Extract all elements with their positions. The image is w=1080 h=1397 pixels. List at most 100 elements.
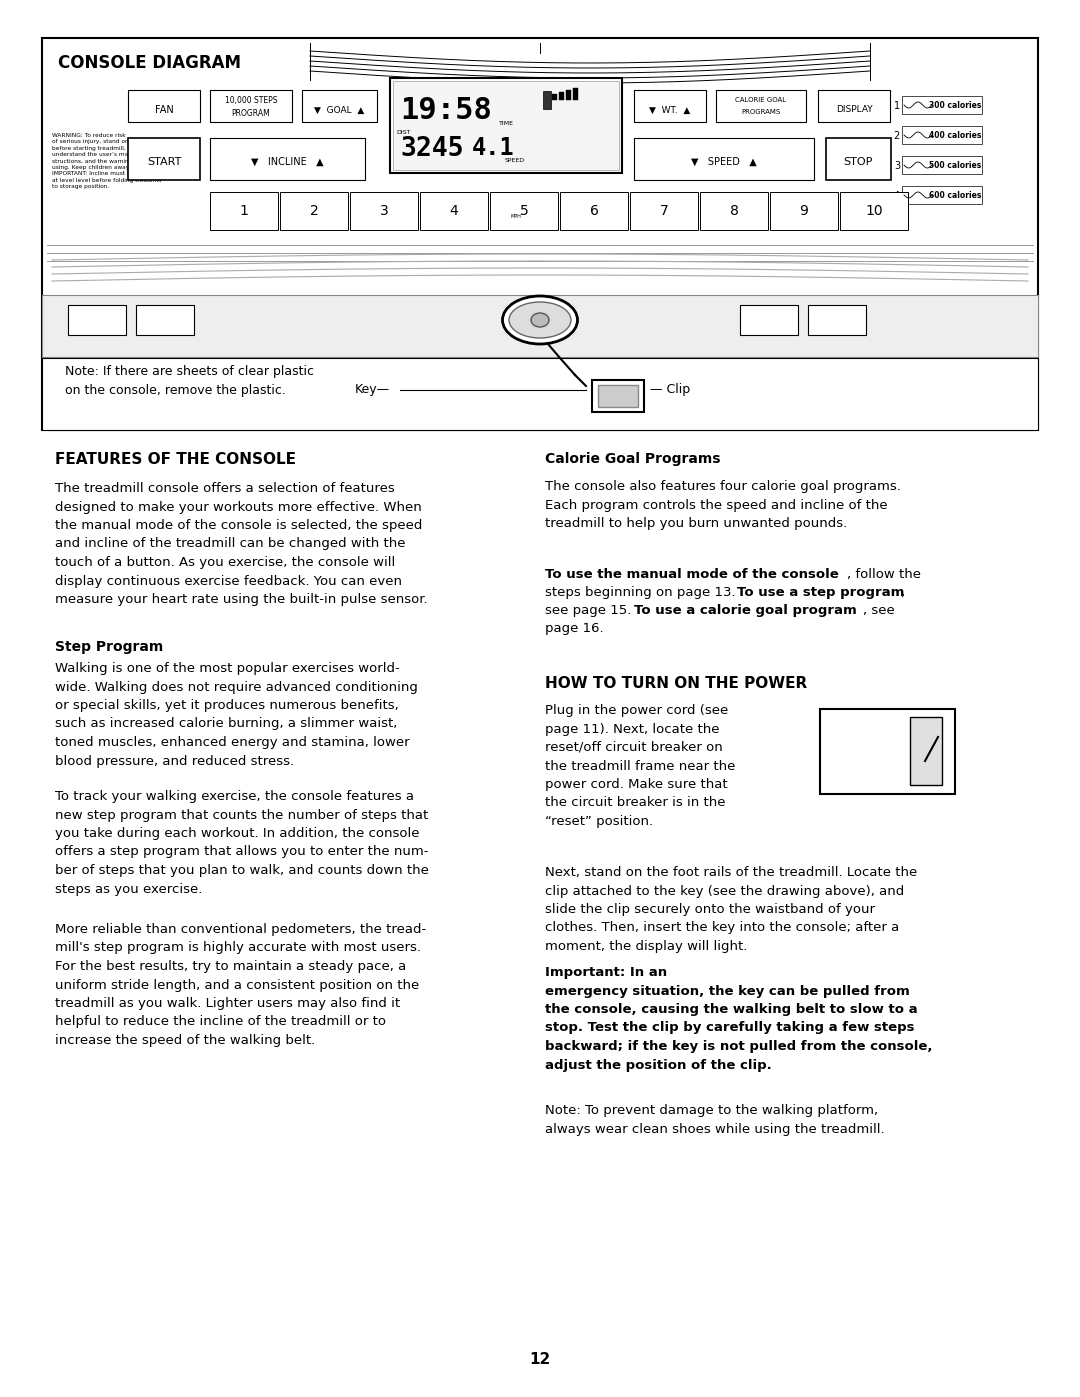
Text: TIME: TIME: [499, 122, 513, 126]
Bar: [390, 78, 622, 173]
Bar: [42, 295, 1038, 358]
Text: FEATURES OF THE CONSOLE: FEATURES OF THE CONSOLE: [55, 453, 296, 467]
Bar: [910, 717, 942, 785]
Text: Key—: Key—: [355, 384, 390, 397]
Bar: [210, 191, 278, 231]
Text: To use a calorie goal program: To use a calorie goal program: [634, 604, 856, 617]
Text: STOP: STOP: [843, 156, 873, 168]
Bar: [552, 94, 557, 101]
Bar: [490, 191, 558, 231]
Text: 500 calories: 500 calories: [929, 162, 981, 170]
Bar: [559, 92, 564, 101]
Text: , see: , see: [863, 604, 894, 617]
Text: To use the manual mode of the console: To use the manual mode of the console: [545, 569, 839, 581]
Bar: [543, 91, 551, 109]
Text: Reset: Reset: [858, 721, 893, 733]
Bar: [902, 156, 982, 175]
Bar: [210, 89, 292, 122]
Bar: [826, 138, 891, 180]
Text: PROGRAM: PROGRAM: [231, 109, 270, 117]
Text: 3245: 3245: [400, 136, 463, 162]
Text: 10: 10: [865, 204, 882, 218]
Text: 4: 4: [449, 204, 458, 218]
Bar: [68, 305, 126, 335]
Text: More reliable than conventional pedometers, the tread-
mill's step program is hi: More reliable than conventional pedomete…: [55, 923, 427, 1046]
Text: 300 calories: 300 calories: [929, 102, 982, 110]
Text: 9: 9: [799, 204, 809, 218]
Bar: [42, 38, 1038, 430]
Text: 5: 5: [519, 204, 528, 218]
Text: — Clip: — Clip: [650, 384, 690, 397]
Bar: [840, 191, 908, 231]
Bar: [634, 138, 814, 180]
Text: Step Program: Step Program: [55, 640, 163, 654]
Text: ▼   INCLINE   ▲: ▼ INCLINE ▲: [251, 156, 323, 168]
Text: 3: 3: [894, 161, 900, 170]
Text: 400 calories: 400 calories: [929, 131, 982, 141]
Bar: [902, 96, 982, 115]
Text: Note: To prevent damage to the walking platform,
always wear clean shoes while u: Note: To prevent damage to the walking p…: [545, 1104, 885, 1136]
Text: Calorie Goal Programs: Calorie Goal Programs: [545, 453, 720, 467]
Text: Plug in the power cord (see
page 11). Next, locate the
reset/off circuit breaker: Plug in the power cord (see page 11). Ne…: [545, 704, 735, 828]
Bar: [700, 191, 768, 231]
Bar: [420, 191, 488, 231]
Bar: [902, 186, 982, 204]
Bar: [592, 380, 644, 412]
Text: 4.1: 4.1: [472, 136, 515, 161]
Text: PROGRAMS: PROGRAMS: [741, 109, 781, 115]
Text: To use a step program: To use a step program: [737, 585, 904, 599]
Bar: [770, 191, 838, 231]
Bar: [350, 191, 418, 231]
Text: ▼  GOAL  ▲: ▼ GOAL ▲: [314, 106, 364, 115]
Text: steps beginning on page 13.: steps beginning on page 13.: [545, 585, 740, 599]
Bar: [561, 191, 627, 231]
Text: ▼  WT.  ▲: ▼ WT. ▲: [649, 106, 690, 115]
Bar: [129, 89, 200, 122]
Text: 600 calories: 600 calories: [929, 191, 982, 201]
Bar: [573, 88, 578, 101]
Bar: [210, 138, 365, 180]
Text: 12: 12: [529, 1352, 551, 1368]
Text: 7: 7: [660, 204, 669, 218]
Bar: [566, 89, 571, 101]
Bar: [302, 89, 377, 122]
Bar: [818, 89, 890, 122]
Text: HOW TO TURN ON THE POWER: HOW TO TURN ON THE POWER: [545, 676, 807, 692]
Bar: [630, 191, 698, 231]
Text: page 16.: page 16.: [545, 622, 604, 636]
Text: 4: 4: [894, 191, 900, 201]
Text: The treadmill console offers a selection of features
designed to make your worko: The treadmill console offers a selection…: [55, 482, 428, 606]
Text: 10,000 STEPS: 10,000 STEPS: [225, 95, 278, 105]
Text: 19:58: 19:58: [400, 96, 491, 124]
Text: 2: 2: [310, 204, 319, 218]
Text: SPEED: SPEED: [505, 158, 525, 163]
Bar: [902, 126, 982, 144]
Text: 6: 6: [590, 204, 598, 218]
Text: To track your walking exercise, the console features a
new step program that cou: To track your walking exercise, the cons…: [55, 789, 429, 895]
Text: 3: 3: [380, 204, 389, 218]
Text: Walking is one of the most popular exercises world-
wide. Walking does not requi: Walking is one of the most popular exerc…: [55, 662, 418, 767]
Text: CALORIE GOAL: CALORIE GOAL: [735, 96, 786, 103]
Bar: [545, 96, 550, 101]
Bar: [740, 305, 798, 335]
Bar: [716, 89, 806, 122]
Bar: [129, 138, 200, 180]
Text: ▼   SPEED   ▲: ▼ SPEED ▲: [691, 156, 757, 168]
Text: The console also features four calorie goal programs.
Each program controls the : The console also features four calorie g…: [545, 481, 901, 529]
Bar: [136, 305, 194, 335]
Bar: [42, 358, 1038, 430]
Text: see page 15.: see page 15.: [545, 604, 636, 617]
Text: 1: 1: [240, 204, 248, 218]
Text: ,: ,: [900, 585, 904, 599]
Text: DISPLAY: DISPLAY: [836, 106, 873, 115]
Ellipse shape: [509, 302, 571, 338]
Bar: [280, 191, 348, 231]
Text: Next, stand on the foot rails of the treadmill. Locate the
clip attached to the : Next, stand on the foot rails of the tre…: [545, 866, 917, 953]
Bar: [634, 89, 706, 122]
Ellipse shape: [502, 296, 578, 344]
Bar: [820, 710, 955, 793]
Text: WARNING: To reduce risk
of serious injury, stand on foot rails
before starting t: WARNING: To reduce risk of serious injur…: [52, 133, 161, 189]
Text: Note: If there are sheets of clear plastic
on the console, remove the plastic.: Note: If there are sheets of clear plast…: [65, 365, 314, 397]
Bar: [598, 386, 638, 407]
Text: CONSOLE DIAGRAM: CONSOLE DIAGRAM: [58, 54, 241, 73]
